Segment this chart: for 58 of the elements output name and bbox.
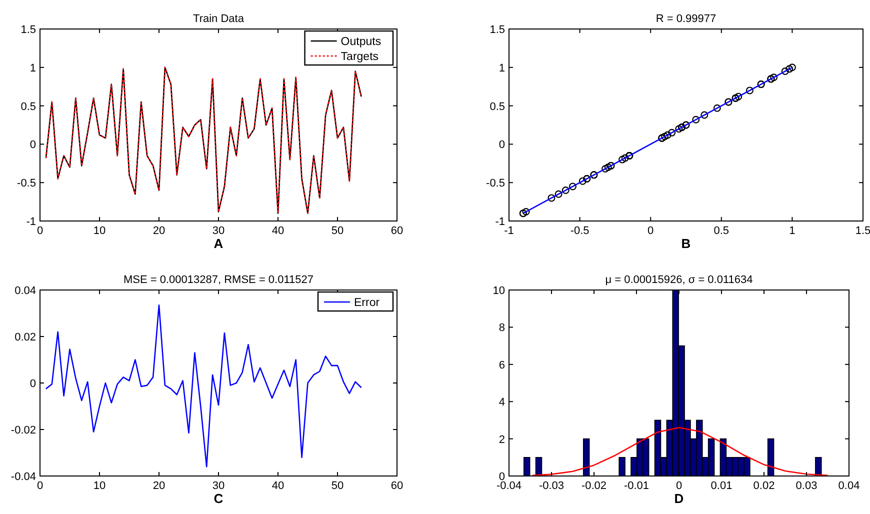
- chart-title: MSE = 0.00013287, RMSE = 0.011527: [124, 274, 314, 286]
- x-tick-label: -0.02: [581, 480, 607, 492]
- x-tick-label: 1: [789, 225, 796, 237]
- y-tick-label: 1: [498, 62, 505, 74]
- y-tick-label: -0.04: [10, 471, 36, 483]
- y-tick-label: 0.04: [14, 285, 36, 297]
- x-tick-label: 50: [331, 480, 344, 492]
- x-tick-label: -0.01: [624, 480, 650, 492]
- x-tick-label: 20: [152, 225, 166, 237]
- chart-title: Train Data: [193, 13, 245, 25]
- y-tick-label: 0.5: [490, 100, 505, 113]
- x-tick-label: 0.02: [753, 480, 775, 492]
- x-tick-label: 10: [93, 225, 106, 237]
- y-tick-label: 0.02: [14, 332, 36, 344]
- x-tick-label: 30: [212, 225, 225, 237]
- chart-title: μ = 0.00015926, σ = 0.011634: [605, 274, 753, 286]
- x-axis-title: A: [214, 236, 224, 251]
- y-tick-label: 6: [498, 359, 505, 372]
- y-tick-label: 2: [498, 434, 505, 446]
- y-tick-label: 8: [498, 322, 505, 334]
- x-tick-label: 50: [331, 225, 344, 237]
- legend-label: Outputs: [340, 36, 382, 48]
- y-tick-label: -1: [495, 216, 505, 228]
- y-tick-label: 10: [492, 285, 505, 297]
- y-tick-label: 0: [498, 139, 505, 152]
- y-tick-label: -0.5: [486, 178, 505, 190]
- y-tick-label: 0.5: [20, 100, 36, 113]
- x-tick-label: 0.5: [714, 225, 730, 237]
- y-tick-label: -0.02: [10, 424, 36, 436]
- y-tick-label: 0: [30, 378, 36, 390]
- x-tick-label: 0.04: [838, 480, 860, 492]
- x-tick-label: 0.03: [796, 480, 818, 492]
- x-axis-title: B: [681, 236, 691, 251]
- x-tick-label: 40: [272, 225, 284, 237]
- x-tick-label: 0.01: [710, 480, 732, 492]
- x-tick-label: 40: [272, 480, 284, 492]
- legend-label: Targets: [340, 51, 379, 63]
- x-tick-label: -0.03: [538, 480, 564, 492]
- y-tick-label: 1.5: [20, 24, 36, 36]
- y-tick-label: -1: [26, 216, 36, 228]
- x-tick-label: 30: [212, 480, 225, 492]
- x-tick-label: 60: [390, 225, 404, 237]
- x-tick-label: 20: [152, 480, 166, 492]
- x-tick-label: 10: [93, 480, 106, 492]
- y-tick-label: 0: [30, 139, 36, 152]
- x-axis-title: C: [214, 491, 224, 506]
- y-tick-label: 1.5: [490, 24, 505, 36]
- y-tick-label: -0.5: [17, 178, 36, 190]
- x-axis-title: D: [674, 491, 684, 506]
- x-tick-label: -0.5: [570, 225, 590, 237]
- x-tick-label: 1.5: [855, 225, 870, 237]
- y-tick-label: 4: [498, 396, 505, 409]
- x-tick-label: 60: [390, 480, 404, 492]
- x-tick-label: 0: [676, 480, 682, 492]
- x-tick-label: 0: [648, 225, 654, 237]
- y-tick-label: 1: [30, 62, 36, 74]
- legend-label: Error: [354, 297, 380, 309]
- chart-title: R = 0.99977: [656, 13, 716, 25]
